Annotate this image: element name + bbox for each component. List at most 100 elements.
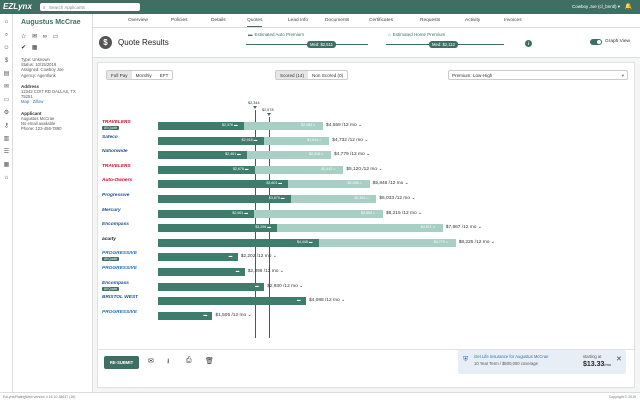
- auto-premium-bar[interactable]: [158, 122, 244, 130]
- home-premium-bar[interactable]: [263, 136, 330, 145]
- quote-total[interactable]: $4,779 /12 mo ⌄: [333, 152, 371, 158]
- tab-invoices[interactable]: Invoices: [504, 18, 522, 23]
- quote-total[interactable]: $4,088 /12 mo ⌄: [308, 298, 346, 304]
- zillow-link[interactable]: Zillow: [32, 99, 44, 105]
- tab-lead-info[interactable]: Lead Info: [288, 18, 309, 23]
- chart-icon[interactable]: ▥: [3, 136, 10, 142]
- auto-premium-bar[interactable]: [158, 311, 213, 320]
- search-nav-icon[interactable]: ⌕: [4, 32, 9, 38]
- pay-full-pay[interactable]: Full Pay: [107, 71, 132, 79]
- close-icon[interactable]: ✕: [616, 356, 622, 363]
- auto-premium-bar[interactable]: [158, 195, 291, 203]
- home-premium-bar[interactable]: [288, 180, 370, 189]
- quote-row[interactable]: TRAVELERS All Quote $2,376 ▬ $2,183 ⌂ $4,559…: [98, 120, 636, 131]
- quote-row[interactable]: Nationwide $2,461 ▬ $2,318 ⌂ $4,779 /12 mo …: [98, 149, 636, 160]
- quote-total[interactable]: $5,120 /12 mo ⌄: [346, 166, 383, 172]
- list-icon[interactable]: ☰: [3, 149, 10, 155]
- quote-row[interactable]: Mercury $2,661 ▬ $3,554 ⌂ $6,215 /12 mo ⌄: [98, 208, 636, 219]
- home-premium-bar[interactable]: [254, 165, 344, 174]
- home-icon[interactable]: ⌂: [4, 19, 9, 25]
- auto-premium-bar[interactable]: [158, 268, 245, 276]
- download-icon[interactable]: ⭳: [167, 358, 170, 365]
- trash-icon[interactable]: 🗑: [205, 358, 214, 365]
- quote-row[interactable]: PROGRESSIVE ▬ $1,505 /12 mo ⌄: [98, 310, 636, 321]
- key-icon[interactable]: ⚷: [4, 123, 9, 129]
- quote-total[interactable]: $5,848 /12 mo ⌄: [372, 181, 409, 187]
- quote-row[interactable]: Safeco $2,918 ▬ $1,814 ⌂ $4,732 /12 mo ⌄: [98, 135, 636, 146]
- pay-monthly[interactable]: Monthly: [135, 73, 152, 78]
- tab-activity[interactable]: Activity: [465, 18, 481, 23]
- sort-select[interactable]: Premium: Low-High ▾: [448, 70, 628, 80]
- calendar-icon[interactable]: ▦: [31, 45, 40, 51]
- quote-total[interactable]: $4,559 /12 mo ⌄: [326, 123, 363, 128]
- print-icon[interactable]: ⎙: [186, 357, 192, 364]
- message-icon[interactable]: ✉: [3, 84, 10, 90]
- quote-total[interactable]: $2,396 /12 mo ⌄: [247, 269, 284, 274]
- quote-total[interactable]: $8,225 /12 mo ⌄: [458, 239, 495, 245]
- auto-premium-bar[interactable]: [158, 151, 248, 160]
- quote-row[interactable]: acuity $4,446 ▬ $3,779 ⌂ $8,225 /12 mo ⌄: [98, 237, 636, 248]
- info-icon[interactable]: i: [525, 40, 532, 47]
- tab-certificates[interactable]: Certificates: [369, 18, 393, 23]
- star-icon[interactable]: ☆: [21, 34, 29, 40]
- auto-premium-bar[interactable]: [158, 224, 278, 233]
- tab-requests[interactable]: Requests: [420, 18, 441, 23]
- home-premium-bar[interactable]: [254, 209, 383, 218]
- auto-premium-bar[interactable]: [158, 209, 255, 218]
- link-icon[interactable]: ∞: [42, 34, 50, 40]
- home-premium-bar[interactable]: [277, 224, 443, 233]
- tab-policies[interactable]: Policies: [171, 18, 188, 23]
- bell-icon[interactable]: 🔔: [624, 4, 632, 10]
- tab-overview[interactable]: Overview: [128, 18, 148, 23]
- graph-view-toggle[interactable]: [590, 39, 602, 45]
- ezlynx-logo[interactable]: EZLynx: [3, 2, 32, 11]
- resubmit-button[interactable]: RE-SUBMIT: [104, 356, 139, 369]
- building-icon[interactable]: ▦: [3, 162, 10, 168]
- chat-icon[interactable]: ▭: [52, 34, 61, 40]
- auto-premium-bar[interactable]: [158, 297, 306, 306]
- tab-details[interactable]: Details: [211, 18, 226, 23]
- people-icon[interactable]: ☺: [3, 45, 10, 51]
- quote-row[interactable]: Progressive $3,670 ▬ $2,363 ⌂ $6,033 /12 mo…: [98, 193, 636, 204]
- quote-total[interactable]: $6,033 /12 mo ⌄: [379, 196, 416, 201]
- quote-row[interactable]: BRISTOL WEST ▬ $4,088 /12 mo ⌄: [98, 295, 636, 306]
- scored-tab[interactable]: Scored (14): [276, 71, 309, 79]
- folder-icon[interactable]: ▭: [3, 97, 10, 103]
- check-icon[interactable]: ✔: [21, 45, 29, 51]
- quote-total[interactable]: $4,732 /12 mo ⌄: [332, 137, 369, 143]
- quote-total[interactable]: $2,930 /12 mo ⌄: [267, 283, 304, 289]
- quote-row[interactable]: TRAVELERS $2,678 ▬ $2,442 ⌂ $5,120 /12 mo ⌄: [98, 164, 636, 175]
- settings-icon[interactable]: ⚙: [3, 110, 10, 116]
- mail-icon[interactable]: ✉: [32, 34, 40, 40]
- home-premium-bar[interactable]: [244, 122, 324, 130]
- search-input[interactable]: ⌕ Search Applicants: [40, 3, 140, 11]
- email-icon[interactable]: ✉: [148, 358, 154, 365]
- quote-row[interactable]: Encompass $3,296 ▬ $4,571 ⌂ $7,867 /12 mo ⌄: [98, 222, 636, 233]
- quote-row[interactable]: PROGRESSIVE ▬ $2,396 /12 mo ⌄: [98, 266, 636, 277]
- quote-total[interactable]: $6,215 /12 mo ⌄: [385, 210, 422, 216]
- quote-total[interactable]: $2,202 /12 mo ⌄: [240, 254, 277, 260]
- quote-total[interactable]: $7,867 /12 mo ⌄: [445, 225, 482, 231]
- tab-quotes[interactable]: Quotes: [247, 18, 263, 27]
- non-scored-tab[interactable]: Non Scored (0): [312, 73, 344, 78]
- quote-row[interactable]: Auto-Owners $3,601 ▬ $2,246 ⌂ $5,848 /12 mo…: [98, 178, 636, 189]
- tab-documents[interactable]: Documents: [325, 18, 350, 23]
- map-link[interactable]: Map: [21, 99, 30, 105]
- quote-total[interactable]: $1,505 /12 mo ⌄: [215, 312, 252, 318]
- pay-eft[interactable]: EFT: [159, 73, 169, 78]
- home-premium-bar[interactable]: [247, 151, 331, 160]
- auto-premium-bar[interactable]: [158, 282, 265, 291]
- quote-row[interactable]: Encompass All Quote ▬ $2,930 /12 mo ⌄: [98, 281, 636, 292]
- auto-premium-bar[interactable]: [158, 238, 319, 247]
- bank-icon[interactable]: ⌂: [4, 175, 9, 181]
- clipboard-icon[interactable]: ▤: [3, 71, 10, 77]
- auto-premium-bar[interactable]: [158, 165, 255, 174]
- auto-premium-bar[interactable]: [158, 253, 238, 262]
- home-premium-bar[interactable]: [290, 195, 377, 203]
- life-insurance-banner[interactable]: ⛨ Get Life Insurance for Augustus McCrae…: [458, 350, 626, 374]
- dollar-icon[interactable]: $: [4, 58, 9, 64]
- quote-row[interactable]: PROGRESSIVE All Quote ▬ $2,202 /12 mo ⌄: [98, 251, 636, 262]
- user-menu[interactable]: Cowboy Joe (cl_bnntl) ▾: [571, 4, 620, 9]
- auto-premium-bar[interactable]: [158, 180, 289, 189]
- home-premium-bar[interactable]: [318, 238, 456, 247]
